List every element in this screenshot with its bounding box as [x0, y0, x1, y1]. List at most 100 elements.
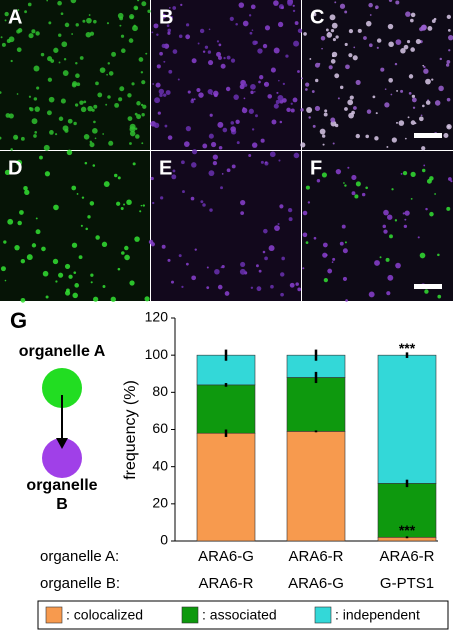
granule — [138, 57, 144, 62]
granule — [312, 124, 316, 128]
granule — [117, 267, 121, 271]
granule — [134, 236, 140, 242]
granule — [411, 94, 416, 99]
granule — [422, 104, 425, 108]
granule — [396, 89, 399, 92]
granule — [388, 41, 394, 48]
granule — [429, 176, 434, 181]
granule — [124, 245, 129, 251]
granule — [395, 121, 398, 124]
granule — [220, 63, 226, 69]
granule — [275, 227, 278, 230]
granule — [447, 125, 450, 128]
granule — [282, 82, 286, 86]
granule — [16, 47, 22, 53]
granule — [242, 20, 249, 27]
granule — [255, 114, 258, 118]
granule — [305, 241, 309, 245]
legend-swatch — [45, 606, 63, 624]
granule — [15, 11, 18, 14]
granule — [297, 28, 303, 34]
granule — [152, 83, 154, 85]
granule — [64, 22, 70, 28]
granule — [331, 22, 338, 29]
granule — [20, 297, 26, 303]
granule — [52, 258, 59, 265]
category-label: G-PTS1 — [380, 575, 434, 592]
granule — [254, 40, 258, 45]
granule — [88, 14, 91, 16]
granule — [275, 99, 280, 105]
granule — [348, 53, 353, 58]
granule — [49, 130, 54, 135]
granule — [10, 148, 13, 151]
granule — [213, 90, 219, 97]
granule — [204, 45, 209, 49]
granule — [332, 257, 336, 261]
granule — [387, 214, 393, 220]
granule — [427, 26, 433, 31]
granule — [75, 73, 80, 79]
granule — [123, 203, 126, 206]
y-tick-label: 40 — [152, 457, 168, 473]
granule — [347, 166, 350, 169]
granule — [87, 215, 91, 219]
granule — [208, 28, 211, 31]
granule — [447, 34, 453, 41]
granule — [264, 161, 268, 164]
panel-label: E — [159, 157, 172, 179]
granule — [445, 63, 450, 67]
granule — [315, 78, 319, 83]
granule — [4, 19, 7, 22]
granule — [222, 127, 228, 133]
granule — [28, 33, 34, 39]
granule — [400, 173, 403, 175]
granule — [60, 98, 66, 104]
granule — [297, 70, 300, 73]
granule — [129, 280, 135, 286]
granule — [250, 90, 254, 95]
granule — [124, 254, 130, 261]
granule — [307, 201, 311, 204]
granule — [73, 271, 77, 275]
granule — [448, 49, 451, 52]
granule — [167, 28, 171, 33]
diagram-top: organelle A — [19, 343, 106, 360]
granule — [251, 142, 258, 148]
granule — [17, 8, 20, 11]
granule — [62, 70, 69, 76]
granule — [106, 22, 110, 25]
granule — [89, 31, 95, 36]
granule — [372, 95, 376, 99]
granule — [280, 272, 285, 277]
granule — [256, 286, 262, 292]
granule — [290, 108, 295, 113]
granule — [388, 78, 393, 83]
granule — [406, 40, 411, 44]
granule — [255, 264, 259, 268]
granule — [20, 258, 26, 264]
granule — [344, 10, 348, 14]
granule — [410, 12, 416, 18]
bar-segment — [286, 377, 346, 432]
granule — [334, 1, 337, 4]
granule — [331, 261, 334, 263]
granule — [151, 31, 154, 34]
granule — [141, 1, 147, 7]
granule — [424, 289, 429, 294]
granule — [271, 119, 277, 125]
granule — [142, 104, 147, 109]
granule — [447, 28, 451, 32]
granule — [36, 86, 40, 90]
granule — [318, 62, 321, 65]
granule — [353, 106, 357, 110]
granule — [129, 142, 132, 145]
granule — [131, 82, 135, 86]
granule — [327, 268, 333, 274]
granule — [389, 234, 393, 239]
granule — [394, 62, 398, 66]
granule — [155, 82, 161, 88]
granule — [410, 171, 416, 177]
granule — [263, 228, 268, 234]
scale-bar — [414, 133, 442, 138]
